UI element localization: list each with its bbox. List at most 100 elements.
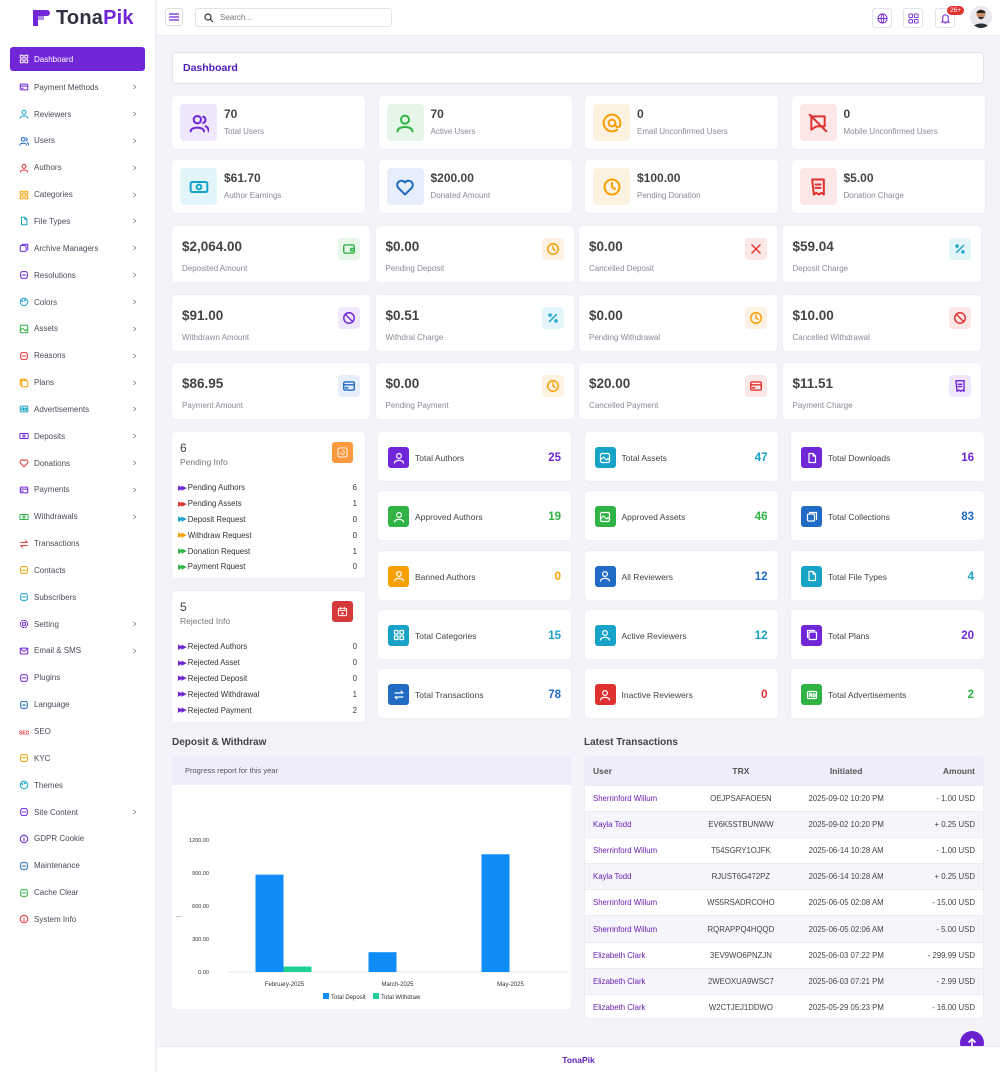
legend-label[interactable]: Total Deposit bbox=[331, 995, 366, 1001]
sidebar-item-seo[interactable]: SEO SEO bbox=[10, 718, 145, 745]
sidebar-item-contacts[interactable]: Contacts bbox=[10, 557, 145, 584]
sidebar-item-users[interactable]: Users > bbox=[10, 128, 145, 155]
count-card-total-assets[interactable]: Total Assets 47 bbox=[584, 432, 778, 481]
finance-card-pending-deposit[interactable]: $0.00 Pending Deposit bbox=[375, 226, 574, 282]
sidebar-item-withdrawals[interactable]: Withdrawals > bbox=[10, 503, 145, 530]
sidebar-item-authors[interactable]: Authors > bbox=[10, 154, 145, 181]
info-row[interactable]: ▶▶ Rejected Withdrawal 1 bbox=[178, 686, 357, 702]
count-card-all-reviewers[interactable]: All Reviewers 12 bbox=[584, 550, 778, 600]
finance-card-cancelled-deposit[interactable]: $0.00 Cancelled Deposit bbox=[579, 226, 777, 282]
sidebar-item-gdpr-cookie[interactable]: GDPR Cookie bbox=[10, 825, 145, 852]
table-row[interactable]: Elizabeth Clark 3EV9WO6PNZJN 2025-06-03 07… bbox=[585, 941, 983, 969]
finance-card-payment-amount[interactable]: $86.95 Payment Amount bbox=[172, 363, 370, 419]
stat-card-donated-amount[interactable]: $200.00 Donated Amount bbox=[378, 160, 572, 213]
sidebar-item-plans[interactable]: Plans > bbox=[10, 369, 145, 396]
sidebar-item-advertisements[interactable]: Advertisements > bbox=[10, 396, 145, 423]
sidebar-item-subscribers[interactable]: Subscribers bbox=[10, 584, 145, 611]
menu-toggle-button[interactable] bbox=[165, 8, 183, 26]
sidebar-item-archive-managers[interactable]: Archive Managers > bbox=[10, 235, 145, 262]
tx-user-link[interactable]: Elizabeth Clark bbox=[585, 993, 692, 1021]
count-card-total-collections[interactable]: Total Collections 83 bbox=[791, 491, 984, 541]
sidebar-item-setting[interactable]: Setting > bbox=[10, 611, 145, 638]
finance-card-withdral-charge[interactable]: $0.51 Withdral Charge bbox=[375, 294, 574, 351]
stat-card-total-users[interactable]: 70 Total Users bbox=[172, 96, 365, 149]
sidebar-item-donations[interactable]: Donations > bbox=[10, 450, 145, 477]
sidebar-item-assets[interactable]: Assets > bbox=[10, 315, 145, 342]
table-row[interactable]: Elizabeth Clark 2WEOXUA9WSC7 2025-06-03 07… bbox=[585, 967, 983, 995]
stat-card-mobile-unconfirmed-users[interactable]: 0 Mobile Unconfirmed Users bbox=[791, 96, 985, 149]
count-card-total-downloads[interactable]: Total Downloads 16 bbox=[791, 432, 984, 481]
sidebar-item-language[interactable]: Language bbox=[10, 691, 145, 718]
info-row[interactable]: ▶▶ Deposit Request 0 bbox=[178, 512, 357, 528]
sidebar-item-colors[interactable]: Colors > bbox=[10, 289, 145, 316]
stat-card-pending-donation[interactable]: $100.00 Pending Donation bbox=[585, 160, 778, 213]
finance-card-pending-withdrawal[interactable]: $0.00 Pending Withdrawal bbox=[579, 294, 777, 351]
info-row[interactable]: ▶▶ Rejected Authors 0 bbox=[178, 639, 357, 655]
avatar[interactable] bbox=[970, 6, 992, 28]
language-button[interactable] bbox=[872, 8, 892, 28]
sidebar-item-themes[interactable]: Themes bbox=[10, 772, 145, 799]
tx-user-link[interactable]: Sherrinford Willum bbox=[585, 915, 692, 943]
count-card-total-plans[interactable]: Total Plans 20 bbox=[791, 609, 984, 659]
sidebar-item-transactions[interactable]: Transactions bbox=[10, 530, 145, 557]
stat-card-donation-charge[interactable]: $5.00 Donation Charge bbox=[791, 160, 985, 213]
tx-user-link[interactable]: Sherrinford Willum bbox=[585, 889, 692, 916]
tx-user-link[interactable]: Kayla Todd bbox=[585, 863, 692, 890]
sidebar-item-file-types[interactable]: File Types > bbox=[10, 208, 145, 235]
brand-logo[interactable]: TonaPik bbox=[30, 6, 134, 30]
count-card-total-categories[interactable]: Total Categories 15 bbox=[378, 609, 571, 659]
bar-total-deposit[interactable] bbox=[255, 874, 284, 972]
info-row[interactable]: ▶▶ Donation Request 1 bbox=[178, 543, 357, 559]
sidebar-item-categories[interactable]: Categories > bbox=[10, 181, 145, 208]
stat-card-author-earnings[interactable]: $61.70 Author Earnings bbox=[172, 160, 365, 213]
finance-card-cancelled-withdrawal[interactable]: $10.00 Cancelled Withdrawal bbox=[782, 294, 981, 351]
sidebar-item-reasons[interactable]: Reasons > bbox=[10, 342, 145, 369]
apps-button[interactable] bbox=[903, 8, 923, 28]
info-row[interactable]: ▶▶ Withdraw Request 0 bbox=[178, 527, 357, 543]
sidebar-item-email-sms[interactable]: Email & SMS > bbox=[10, 638, 145, 665]
finance-card-withdrawn-amount[interactable]: $91.00 Withdrawn Amount bbox=[172, 294, 370, 351]
sidebar-item-payments[interactable]: Payments > bbox=[10, 477, 145, 504]
stat-card-active-users[interactable]: 70 Active Users bbox=[378, 96, 572, 149]
notifications-button[interactable] bbox=[935, 8, 955, 28]
bar-total-withdraw[interactable] bbox=[283, 966, 312, 973]
table-row[interactable]: Kayla Todd RJUST6G472PZ 2025-06-14 10:28 A… bbox=[585, 863, 983, 890]
sidebar-item-site-content[interactable]: Site Content > bbox=[10, 799, 145, 826]
tx-user-link[interactable]: Sherrinford Willum bbox=[585, 836, 692, 864]
count-card-approved-authors[interactable]: Approved Authors 19 bbox=[378, 491, 571, 541]
finance-card-cancelled-payment[interactable]: $20.00 Cancelled Payment bbox=[579, 363, 777, 419]
finance-card-payment-charge[interactable]: $11.51 Payment Charge bbox=[782, 363, 981, 419]
sidebar-item-resolutions[interactable]: Resolutions > bbox=[10, 262, 145, 289]
info-row[interactable]: ▶▶ Rejected Payment 2 bbox=[178, 702, 357, 718]
sidebar-item-deposits[interactable]: Deposits > bbox=[10, 423, 145, 450]
count-card-total-authors[interactable]: Total Authors 25 bbox=[378, 432, 571, 481]
sidebar-item-kyc[interactable]: KYC bbox=[10, 745, 145, 772]
search-input[interactable] bbox=[220, 13, 380, 22]
search-box[interactable] bbox=[195, 8, 392, 27]
bar-total-deposit[interactable] bbox=[481, 854, 510, 972]
count-card-approved-assets[interactable]: Approved Assets 46 bbox=[584, 491, 778, 541]
finance-card-deposited-amount[interactable]: $2,064.00 Deposited Amount bbox=[172, 226, 370, 282]
legend-label[interactable]: Total Withdraw bbox=[381, 995, 421, 1001]
info-row[interactable]: ▶▶ Rejected Deposit 0 bbox=[178, 671, 357, 687]
info-row[interactable]: ▶▶ Pending Authors 6 bbox=[178, 480, 357, 496]
tx-user-link[interactable]: Kayla Todd bbox=[585, 810, 692, 838]
table-row[interactable]: Sherrinford Willum WS5RSADRCOHO 2025-06-05… bbox=[585, 889, 983, 916]
sidebar-item-maintenance[interactable]: Maintenance bbox=[10, 852, 145, 879]
table-row[interactable]: Sherrinford Willum OEJPSAFAOE5N 2025-09-02… bbox=[585, 784, 983, 812]
count-card-active-reviewers[interactable]: Active Reviewers 12 bbox=[584, 609, 778, 659]
table-row[interactable]: Elizabeth Clark W2CTJEJ1DDWO 2025-05-29 05… bbox=[585, 993, 983, 1021]
sidebar-item-cache-clear[interactable]: Cache Clear bbox=[10, 879, 145, 906]
stat-card-email-unconfirmed-users[interactable]: 0 Email Unconfirmed Users bbox=[585, 96, 778, 149]
tx-user-link[interactable]: Elizabeth Clark bbox=[585, 967, 692, 995]
tx-user-link[interactable]: Elizabeth Clark bbox=[585, 941, 692, 969]
sidebar-item-system-info[interactable]: System Info bbox=[10, 906, 145, 933]
count-card-total-advertisements[interactable]: Total Advertisements 2 bbox=[791, 669, 984, 719]
bar-total-deposit[interactable] bbox=[368, 952, 397, 972]
info-row[interactable]: ▶▶ Payment Rquest 0 bbox=[178, 559, 357, 575]
sidebar-item-dashboard[interactable]: Dashboard bbox=[10, 47, 145, 71]
tx-user-link[interactable]: Sherrinford Willum bbox=[585, 784, 692, 812]
finance-card-deposit-charge[interactable]: $59.04 Deposit Charge bbox=[782, 226, 981, 282]
info-row[interactable]: ▶▶ Pending Assets 1 bbox=[178, 496, 357, 512]
sidebar-item-plugins[interactable]: Plugins bbox=[10, 664, 145, 691]
